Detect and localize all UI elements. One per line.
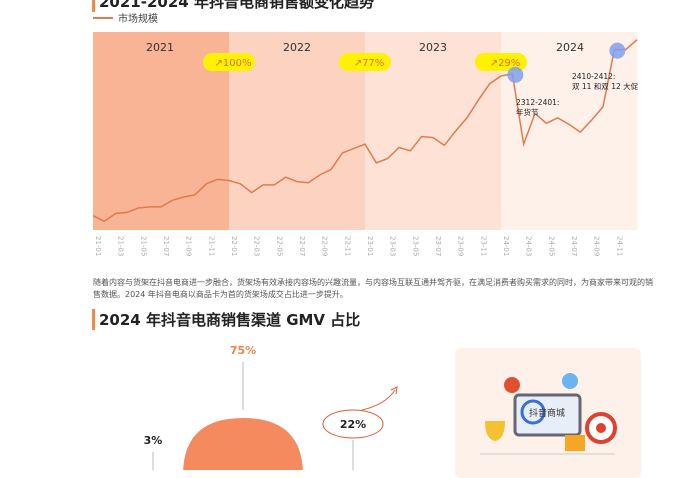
tick-label: 23-09: [457, 236, 465, 256]
illustration-panel: 抖音商城: [455, 348, 641, 478]
year-label: 2024: [556, 41, 584, 54]
tick-label: 24-03: [525, 236, 533, 256]
year-label: 2021: [146, 41, 174, 54]
tick-label: 23-05: [411, 236, 419, 256]
illustration-text: 抖音商城: [529, 407, 565, 419]
year-label: 2022: [283, 41, 311, 54]
tick-label: 22-07: [298, 236, 306, 256]
tick-label: 22-01: [230, 236, 238, 256]
tick-label: 21-11: [207, 236, 215, 256]
section-heading: 2024 年抖音电商销售渠道 GMV 占比: [92, 309, 360, 330]
highlight-marker: [507, 67, 523, 83]
line-chart: 2021 2022 2023 2024 ↗100%↗77%↗29% 2312-2…: [0, 0, 700, 270]
annotation: 年货节: [516, 107, 539, 117]
highlight-marker: [609, 43, 625, 59]
tick-label: 24-11: [615, 236, 623, 256]
slice-75: [183, 418, 303, 470]
annotation: 双 11 和双 12 大促: [572, 81, 639, 91]
tick-label: 23-07: [434, 236, 442, 256]
data-label: 75%: [230, 344, 256, 357]
arrow-icon: [362, 390, 395, 410]
tick-label: 24-05: [547, 236, 555, 256]
description-paragraph: 随着内容与货架在抖音电商进一步融合，货架场有效承接内容场的兴趣流量，与内容场互联…: [93, 277, 653, 301]
tick-label: 23-03: [389, 236, 397, 256]
tick-label: 24-09: [593, 236, 601, 256]
annotation: 2410-2412:: [572, 72, 615, 81]
tick-label: 22-09: [321, 236, 329, 256]
tick-label: 23-01: [366, 236, 374, 256]
tick-label: 21-01: [94, 236, 102, 256]
growth-badge-label: ↗100%: [215, 58, 252, 69]
data-label: 3%: [144, 434, 163, 447]
tick-label: 21-07: [162, 236, 170, 256]
tick-label: 21-03: [117, 236, 125, 256]
annotation: 2312-2401:: [516, 98, 559, 107]
tick-label: 23-11: [479, 236, 487, 256]
growth-badge-label: ↗77%: [354, 58, 385, 69]
tick-label: 22-03: [253, 236, 261, 256]
tick-label: 21-05: [139, 236, 147, 256]
highlight-circle: [323, 410, 383, 438]
data-label: 22%: [340, 418, 366, 431]
year-label: 2023: [419, 41, 447, 54]
mall-illustration: 抖音商城: [455, 348, 641, 478]
tick-label: 24-01: [502, 236, 510, 256]
tick-label: 21-09: [185, 236, 193, 256]
tick-label: 22-11: [343, 236, 351, 256]
tick-label: 24-07: [570, 236, 578, 256]
tick-label: 22-05: [275, 236, 283, 256]
